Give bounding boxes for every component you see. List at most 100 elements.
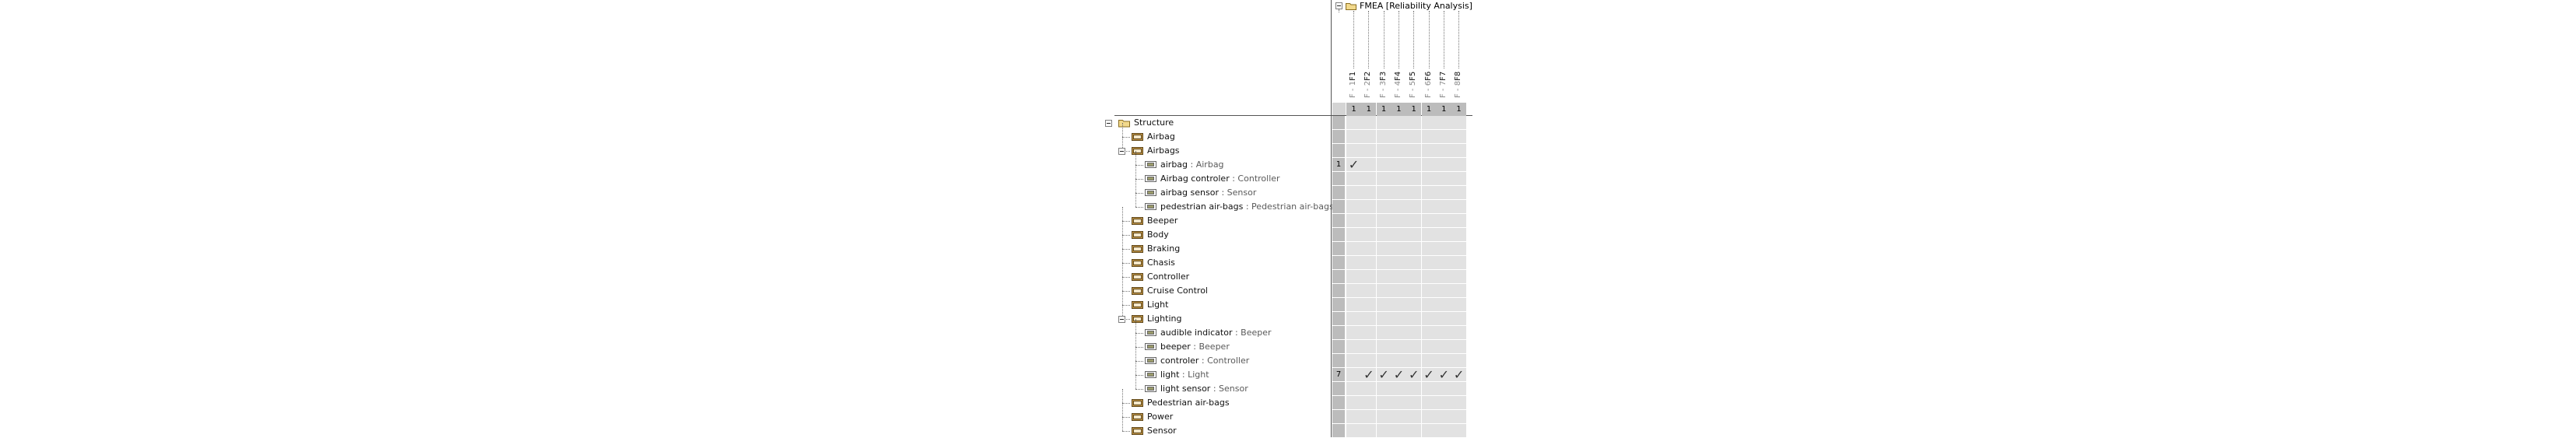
matrix-cell[interactable] bbox=[1421, 228, 1437, 241]
matrix-cell[interactable] bbox=[1406, 242, 1422, 255]
matrix-cell[interactable] bbox=[1376, 144, 1392, 157]
matrix-cell[interactable] bbox=[1376, 214, 1392, 227]
matrix-cell[interactable] bbox=[1436, 172, 1451, 185]
matrix-cell[interactable] bbox=[1421, 312, 1437, 325]
matrix-cell[interactable] bbox=[1421, 172, 1437, 185]
matrix-cell[interactable] bbox=[1406, 200, 1422, 213]
row-header-cruise-control[interactable]: Cruise Control bbox=[1147, 284, 1208, 298]
matrix-cell[interactable] bbox=[1406, 270, 1422, 283]
matrix-cell[interactable] bbox=[1421, 200, 1437, 213]
matrix-cell[interactable] bbox=[1436, 270, 1451, 283]
matrix-cell[interactable] bbox=[1346, 144, 1361, 157]
matrix-cell[interactable] bbox=[1421, 396, 1437, 409]
matrix-cell[interactable] bbox=[1451, 172, 1467, 185]
matrix-cell[interactable] bbox=[1376, 382, 1392, 395]
matrix-cell[interactable] bbox=[1406, 396, 1422, 409]
row-header-airbags[interactable]: Airbags bbox=[1147, 144, 1180, 158]
matrix-cell[interactable] bbox=[1391, 256, 1406, 269]
matrix-cell[interactable] bbox=[1346, 396, 1361, 409]
matrix-cell[interactable] bbox=[1391, 284, 1406, 297]
matrix-cell[interactable] bbox=[1406, 424, 1422, 437]
matrix-cell[interactable] bbox=[1346, 242, 1361, 255]
column-header-f8[interactable]: F - 8F8 bbox=[1454, 70, 1462, 98]
matrix-cell[interactable] bbox=[1436, 396, 1451, 409]
matrix-cell[interactable] bbox=[1451, 130, 1467, 143]
matrix-cell[interactable] bbox=[1376, 130, 1392, 143]
row-header-controller[interactable]: Controller bbox=[1147, 270, 1189, 284]
matrix-cell[interactable] bbox=[1346, 200, 1361, 213]
row-header-airbag-controler[interactable]: Airbag controler : Controller bbox=[1160, 172, 1280, 186]
matrix-cell[interactable] bbox=[1361, 326, 1377, 339]
matrix-cell[interactable] bbox=[1376, 116, 1392, 129]
matrix-cell[interactable] bbox=[1391, 158, 1406, 171]
matrix-cell[interactable] bbox=[1346, 256, 1361, 269]
matrix-cell[interactable] bbox=[1391, 312, 1406, 325]
matrix-cell[interactable] bbox=[1451, 284, 1467, 297]
column-header-f6[interactable]: F - 6F6 bbox=[1424, 70, 1433, 98]
matrix-cell[interactable] bbox=[1406, 284, 1422, 297]
matrix-cell[interactable] bbox=[1346, 214, 1361, 227]
matrix-cell[interactable] bbox=[1391, 340, 1406, 353]
matrix-cell[interactable] bbox=[1406, 312, 1422, 325]
matrix-cell[interactable] bbox=[1361, 144, 1377, 157]
matrix-cell[interactable] bbox=[1451, 410, 1467, 423]
matrix-cell[interactable] bbox=[1421, 424, 1437, 437]
matrix-cell[interactable] bbox=[1376, 340, 1392, 353]
matrix-cell[interactable] bbox=[1421, 186, 1437, 199]
matrix-cell[interactable] bbox=[1406, 382, 1422, 395]
matrix-cell[interactable] bbox=[1406, 326, 1422, 339]
row-header-beeper[interactable]: beeper : Beeper bbox=[1160, 340, 1230, 354]
row-header-braking[interactable]: Braking bbox=[1147, 242, 1180, 256]
matrix-cell[interactable] bbox=[1451, 186, 1467, 199]
row-header-lighting[interactable]: Lighting bbox=[1147, 312, 1181, 326]
matrix-cell[interactable] bbox=[1421, 284, 1437, 297]
matrix-cell[interactable] bbox=[1346, 382, 1361, 395]
matrix-cell[interactable] bbox=[1436, 368, 1451, 381]
row-header-pedestrian-air-bags[interactable]: Pedestrian air-bags bbox=[1147, 396, 1230, 410]
matrix-cell[interactable] bbox=[1376, 270, 1392, 283]
matrix-cell[interactable] bbox=[1391, 130, 1406, 143]
matrix-cell[interactable] bbox=[1436, 326, 1451, 339]
matrix-cell[interactable] bbox=[1406, 172, 1422, 185]
matrix-cell[interactable] bbox=[1451, 144, 1467, 157]
matrix-cell[interactable] bbox=[1376, 228, 1392, 241]
matrix-cell[interactable] bbox=[1451, 354, 1467, 367]
matrix-cell[interactable] bbox=[1361, 242, 1377, 255]
matrix-cell[interactable] bbox=[1436, 130, 1451, 143]
matrix-cell[interactable] bbox=[1346, 326, 1361, 339]
matrix-cell[interactable] bbox=[1451, 326, 1467, 339]
matrix-cell[interactable] bbox=[1421, 354, 1437, 367]
matrix-cell[interactable] bbox=[1376, 326, 1392, 339]
matrix-cell[interactable] bbox=[1451, 116, 1467, 129]
column-group-collapse-toggle[interactable] bbox=[1335, 2, 1342, 9]
matrix-cell[interactable] bbox=[1451, 256, 1467, 269]
matrix-cell[interactable] bbox=[1376, 410, 1392, 423]
matrix-cell[interactable] bbox=[1361, 382, 1377, 395]
matrix-cell[interactable] bbox=[1391, 382, 1406, 395]
matrix-cell[interactable] bbox=[1346, 172, 1361, 185]
row-collapse-toggle[interactable] bbox=[1105, 120, 1112, 127]
matrix-cell[interactable] bbox=[1376, 312, 1392, 325]
matrix-cell[interactable] bbox=[1406, 368, 1422, 381]
matrix-cell[interactable] bbox=[1436, 284, 1451, 297]
matrix-cell[interactable] bbox=[1376, 242, 1392, 255]
matrix-cell[interactable] bbox=[1376, 256, 1392, 269]
row-header-beeper[interactable]: Beeper bbox=[1147, 214, 1177, 228]
matrix-cell[interactable] bbox=[1451, 270, 1467, 283]
matrix-cell[interactable] bbox=[1451, 298, 1467, 311]
matrix-cell[interactable] bbox=[1421, 214, 1437, 227]
matrix-cell[interactable] bbox=[1346, 354, 1361, 367]
column-header-f4[interactable]: F - 4F4 bbox=[1394, 70, 1402, 98]
matrix-cell[interactable] bbox=[1451, 368, 1467, 381]
matrix-cell[interactable] bbox=[1451, 228, 1467, 241]
row-header-chasis[interactable]: Chasis bbox=[1147, 256, 1175, 270]
column-header-f1[interactable]: F - 1F1 bbox=[1349, 70, 1357, 98]
matrix-cell[interactable] bbox=[1346, 228, 1361, 241]
matrix-cell[interactable] bbox=[1421, 256, 1437, 269]
row-header-airbag[interactable]: Airbag bbox=[1147, 130, 1175, 144]
matrix-cell[interactable] bbox=[1406, 144, 1422, 157]
matrix-cell[interactable] bbox=[1361, 116, 1377, 129]
row-header-pedestrian-air-bags[interactable]: pedestrian air-bags : Pedestrian air-bag… bbox=[1160, 200, 1334, 214]
row-header-light[interactable]: Light bbox=[1147, 298, 1168, 312]
row-header-power[interactable]: Power bbox=[1147, 410, 1173, 424]
